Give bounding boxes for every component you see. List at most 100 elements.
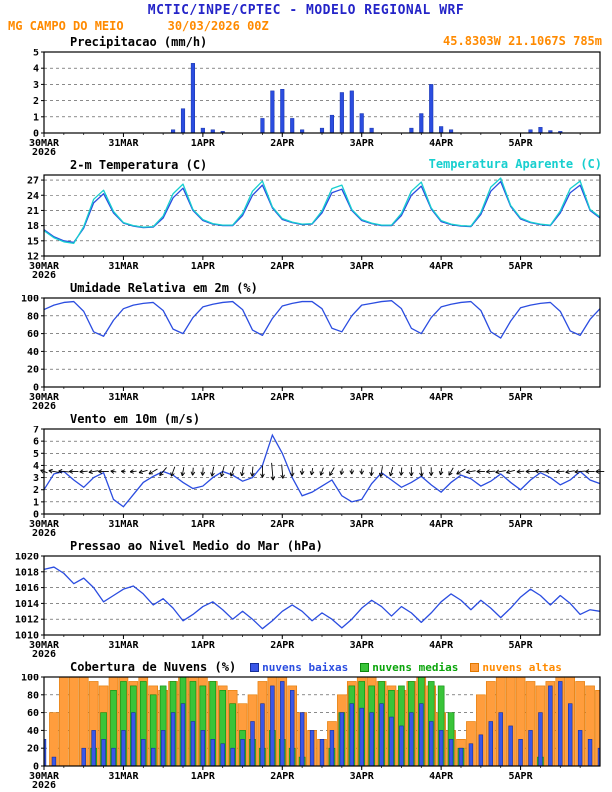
svg-text:20: 20 — [27, 365, 39, 376]
panel-title-clouds: Cobertura de Nuvens (%) — [70, 659, 237, 674]
station-name: MG CAMPO DO MEIO — [8, 19, 124, 33]
svg-text:3APR: 3APR — [350, 138, 375, 149]
svg-text:80: 80 — [27, 690, 39, 701]
panel-title-wind: Vento em 10m (m/s) — [70, 411, 201, 426]
svg-text:21: 21 — [27, 206, 39, 217]
svg-text:3: 3 — [33, 80, 39, 91]
svg-text:31MAR: 31MAR — [108, 519, 139, 530]
svg-text:5APR: 5APR — [509, 261, 534, 272]
svg-text:31MAR: 31MAR — [108, 261, 139, 272]
svg-text:2APR: 2APR — [270, 138, 295, 149]
svg-text:18: 18 — [27, 221, 39, 232]
svg-text:2026: 2026 — [32, 270, 56, 280]
svg-text:3APR: 3APR — [350, 771, 375, 782]
svg-text:4APR: 4APR — [429, 138, 454, 149]
svg-text:1: 1 — [33, 112, 39, 123]
svg-text:30MAR: 30MAR — [29, 771, 60, 782]
svg-text:30MAR: 30MAR — [29, 519, 60, 530]
svg-text:30MAR: 30MAR — [29, 640, 60, 651]
panel-header-pressure: Pressao ao Nivel Medio do Mar (hPa) — [0, 538, 612, 553]
svg-text:31MAR: 31MAR — [108, 640, 139, 651]
svg-text:0: 0 — [33, 129, 39, 140]
svg-text:3APR: 3APR — [350, 640, 375, 651]
svg-text:1012: 1012 — [15, 615, 39, 626]
svg-text:60: 60 — [27, 708, 39, 719]
svg-text:1020: 1020 — [15, 553, 39, 563]
high-clouds-swatch-icon — [470, 662, 480, 672]
legend-item-mid-clouds: nuvens medias — [360, 661, 458, 674]
svg-text:2: 2 — [33, 96, 39, 107]
svg-text:3APR: 3APR — [350, 392, 375, 403]
svg-text:5: 5 — [33, 449, 39, 460]
svg-text:1APR: 1APR — [191, 640, 216, 651]
svg-text:2026: 2026 — [32, 401, 56, 411]
svg-text:5APR: 5APR — [509, 771, 534, 782]
svg-text:100: 100 — [21, 674, 39, 684]
svg-text:2APR: 2APR — [270, 392, 295, 403]
svg-text:100: 100 — [21, 295, 39, 305]
location-coords: 45.8303W 21.1067S 785m — [443, 34, 602, 48]
svg-text:20: 20 — [27, 744, 39, 755]
svg-text:1APR: 1APR — [191, 261, 216, 272]
header-subtitle: MG CAMPO DO MEIO 30/03/2026 00Z — [0, 19, 612, 34]
svg-text:1APR: 1APR — [191, 392, 216, 403]
svg-text:0: 0 — [33, 762, 39, 773]
svg-text:30MAR: 30MAR — [29, 261, 60, 272]
svg-text:0: 0 — [33, 383, 39, 394]
svg-text:5: 5 — [33, 49, 39, 59]
svg-text:2026: 2026 — [32, 528, 56, 538]
svg-text:7: 7 — [33, 426, 39, 436]
svg-text:1016: 1016 — [15, 583, 39, 594]
legend-item-low-clouds: nuvens baixas — [250, 661, 348, 674]
svg-text:2026: 2026 — [32, 147, 56, 157]
svg-text:2026: 2026 — [32, 649, 56, 659]
svg-text:3APR: 3APR — [350, 519, 375, 530]
panel-header-clouds: Cobertura de Nuvens (%) nuvens baixas nu… — [0, 659, 612, 674]
svg-text:1APR: 1APR — [191, 138, 216, 149]
panel-title-pressure: Pressao ao Nivel Medio do Mar (hPa) — [70, 538, 323, 553]
panel-title-humidity: Umidade Relativa em 2m (%) — [70, 280, 258, 295]
svg-text:4APR: 4APR — [429, 261, 454, 272]
svg-text:2APR: 2APR — [270, 519, 295, 530]
svg-text:2: 2 — [33, 485, 39, 496]
svg-text:0: 0 — [33, 510, 39, 521]
svg-text:31MAR: 31MAR — [108, 138, 139, 149]
svg-text:2026: 2026 — [32, 780, 56, 790]
run-datetime: 30/03/2026 00Z — [167, 19, 269, 33]
svg-text:2APR: 2APR — [270, 261, 295, 272]
svg-text:4APR: 4APR — [429, 519, 454, 530]
panel-header-temperature: 2-m Temperatura (C) Temperatura Aparente… — [0, 157, 612, 172]
panel-header-precip: Precipitacao (mm/h) 45.8303W 21.1067S 78… — [0, 34, 612, 49]
legend-label-low: nuvens baixas — [262, 660, 349, 674]
legend-label-mid: nuvens medias — [372, 660, 459, 674]
svg-text:3APR: 3APR — [350, 261, 375, 272]
svg-text:60: 60 — [27, 329, 39, 340]
svg-text:1APR: 1APR — [191, 771, 216, 782]
svg-text:80: 80 — [27, 311, 39, 322]
svg-text:15: 15 — [27, 236, 39, 247]
svg-text:6: 6 — [33, 437, 39, 448]
svg-text:31MAR: 31MAR — [108, 392, 139, 403]
panel-header-humidity: Umidade Relativa em 2m (%) — [0, 280, 612, 295]
svg-text:12: 12 — [27, 252, 39, 263]
svg-text:1010: 1010 — [15, 631, 39, 642]
low-clouds-swatch-icon — [250, 662, 260, 672]
panel-title-temperature: 2-m Temperatura (C) — [70, 157, 208, 172]
svg-text:5APR: 5APR — [509, 640, 534, 651]
svg-text:2APR: 2APR — [270, 640, 295, 651]
svg-text:1018: 1018 — [15, 567, 39, 578]
svg-text:30MAR: 30MAR — [29, 138, 60, 149]
svg-text:5APR: 5APR — [509, 392, 534, 403]
svg-text:4: 4 — [33, 461, 39, 472]
page-title: MCTIC/INPE/CPTEC - MODELO REGIONAL WRF — [147, 3, 465, 18]
svg-text:5APR: 5APR — [509, 519, 534, 530]
svg-text:24: 24 — [27, 191, 39, 202]
svg-text:31MAR: 31MAR — [108, 771, 139, 782]
cloud-legend: nuvens baixas nuvens medias nuvens altas — [250, 661, 562, 674]
